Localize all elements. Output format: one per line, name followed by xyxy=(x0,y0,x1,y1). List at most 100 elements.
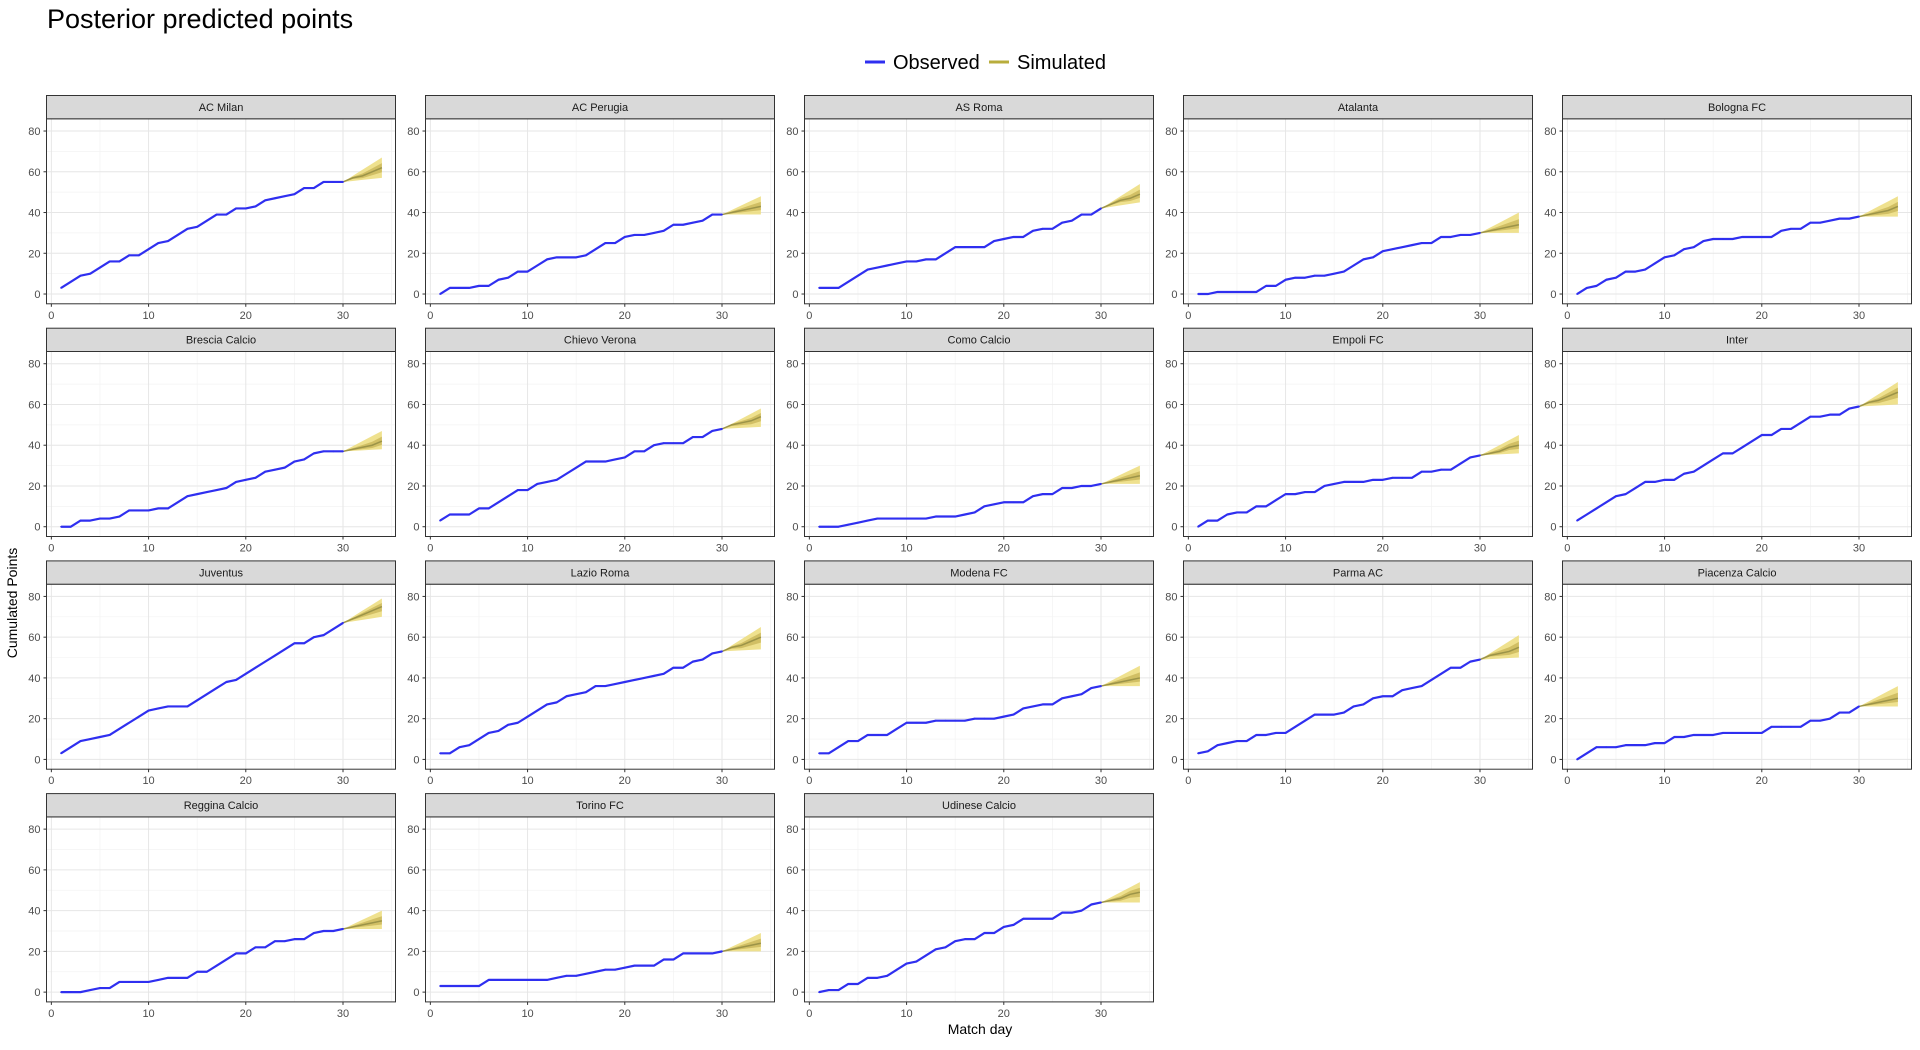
observed-point xyxy=(1634,744,1637,747)
observed-point xyxy=(546,480,548,483)
y-tick-label: 40 xyxy=(407,906,419,918)
simulated-95-band xyxy=(343,598,382,623)
observed-point xyxy=(1372,697,1374,700)
observed-point xyxy=(235,679,237,681)
observed-point xyxy=(1751,440,1753,443)
observed-point xyxy=(1090,903,1093,906)
y-tick-label: 0 xyxy=(413,522,419,534)
observed-point xyxy=(108,260,111,263)
observed-point xyxy=(1245,740,1248,742)
y-tick-label: 40 xyxy=(786,440,798,452)
y-tick-label: 60 xyxy=(1165,632,1177,644)
observed-point xyxy=(1032,495,1034,498)
observed-point xyxy=(274,468,276,471)
observed-point xyxy=(1624,744,1627,747)
observed-point xyxy=(157,242,160,244)
observed-point xyxy=(1236,740,1238,742)
observed-point xyxy=(1760,236,1763,238)
observed-point xyxy=(322,181,325,183)
x-axis-label: Match day xyxy=(948,1021,1013,1037)
simulated-median-line xyxy=(342,920,383,930)
facet-panels: 0 20 40 60 80 0 10 20 30 AC Milan 0 20 40 60 80 0 10 20 30… xyxy=(28,95,1912,1020)
facet-strip-label: Bologna FC xyxy=(1708,102,1766,114)
observed-point xyxy=(254,205,257,208)
facet-panel: 0 20 40 60 80 0 10 20 30 Juventus xyxy=(28,560,396,787)
observed-point xyxy=(1265,505,1268,508)
simulated-50-band xyxy=(1480,440,1519,456)
observed-point xyxy=(837,525,840,528)
observed-point xyxy=(439,293,441,295)
plot-background xyxy=(1183,351,1533,537)
x-tick-label: 10 xyxy=(900,1008,912,1020)
observed-point xyxy=(1770,725,1773,728)
observed-point xyxy=(516,489,519,491)
x-tick-label: 0 xyxy=(48,775,54,787)
simulated-median-line xyxy=(1479,444,1520,457)
observed-point xyxy=(293,460,296,463)
simulated-median-line xyxy=(1100,193,1141,210)
facet-strip xyxy=(46,560,396,585)
x-tick-label: 0 xyxy=(806,543,812,555)
observed-point xyxy=(585,460,587,463)
observed-point xyxy=(711,213,714,216)
observed-point xyxy=(653,674,655,677)
observed-point xyxy=(1061,697,1064,700)
x-tick-label: 30 xyxy=(1853,310,1865,322)
y-tick-label: 0 xyxy=(792,754,798,766)
x-tick-label: 20 xyxy=(998,775,1010,787)
observed-point xyxy=(1605,278,1608,281)
observed-point xyxy=(1012,236,1015,238)
observed-point xyxy=(448,752,451,755)
observed-point xyxy=(915,721,918,724)
y-tick-label: 20 xyxy=(786,248,798,260)
simulated-50-band xyxy=(1101,471,1140,484)
observed-point xyxy=(633,450,636,453)
observed-point xyxy=(1848,711,1851,714)
observed-point xyxy=(1381,478,1384,481)
observed-point xyxy=(847,740,850,742)
observed-point xyxy=(643,677,646,679)
observed-point xyxy=(1819,415,1822,418)
observed-point xyxy=(1245,291,1248,293)
x-tick-label: 30 xyxy=(337,775,349,787)
observed-point xyxy=(79,991,82,994)
observed-point xyxy=(1197,525,1199,528)
y-tick-label: 60 xyxy=(407,865,419,877)
observed-point xyxy=(614,458,616,461)
observed-point xyxy=(604,968,607,971)
observed-line xyxy=(1198,231,1481,296)
observed-point xyxy=(60,752,62,755)
simulated-50-band xyxy=(343,436,382,452)
observed-point xyxy=(487,732,490,734)
observed-point xyxy=(89,519,92,522)
facet-strip-label: Lazio Roma xyxy=(571,567,631,579)
observed-point xyxy=(1430,679,1433,681)
facet-panel: 0 20 40 60 80 0 10 20 30 Piacenza Calcio xyxy=(1544,560,1912,787)
observed-point xyxy=(944,515,947,518)
observed-point xyxy=(274,197,276,200)
simulated-50-band xyxy=(1859,201,1898,217)
observed-point xyxy=(1828,219,1831,222)
y-tick-label: 40 xyxy=(1165,208,1177,220)
observed-line xyxy=(1197,658,1481,755)
facet-strip-label: Reggina Calcio xyxy=(184,800,259,812)
x-tick-label: 20 xyxy=(240,310,252,322)
observed-point xyxy=(857,740,859,742)
observed-point xyxy=(866,734,869,736)
observed-point xyxy=(555,976,558,979)
simulated-50-band xyxy=(1480,219,1519,233)
observed-point xyxy=(1790,227,1792,230)
legend-observed-label: Observed xyxy=(893,52,980,74)
observed-point xyxy=(546,703,548,706)
facet-strip xyxy=(425,793,775,818)
observed-point xyxy=(1449,666,1452,669)
y-tick-label: 40 xyxy=(1165,440,1177,452)
y-tick-label: 60 xyxy=(1544,632,1556,644)
observed-point xyxy=(1760,434,1763,436)
observed-point xyxy=(682,666,685,669)
simulated-median-line xyxy=(342,605,383,624)
facet-strip xyxy=(1183,327,1533,353)
x-tick-label: 20 xyxy=(240,543,252,555)
y-tick-label: 20 xyxy=(1544,248,1556,260)
legend: Observed Simulated xyxy=(865,52,1106,74)
